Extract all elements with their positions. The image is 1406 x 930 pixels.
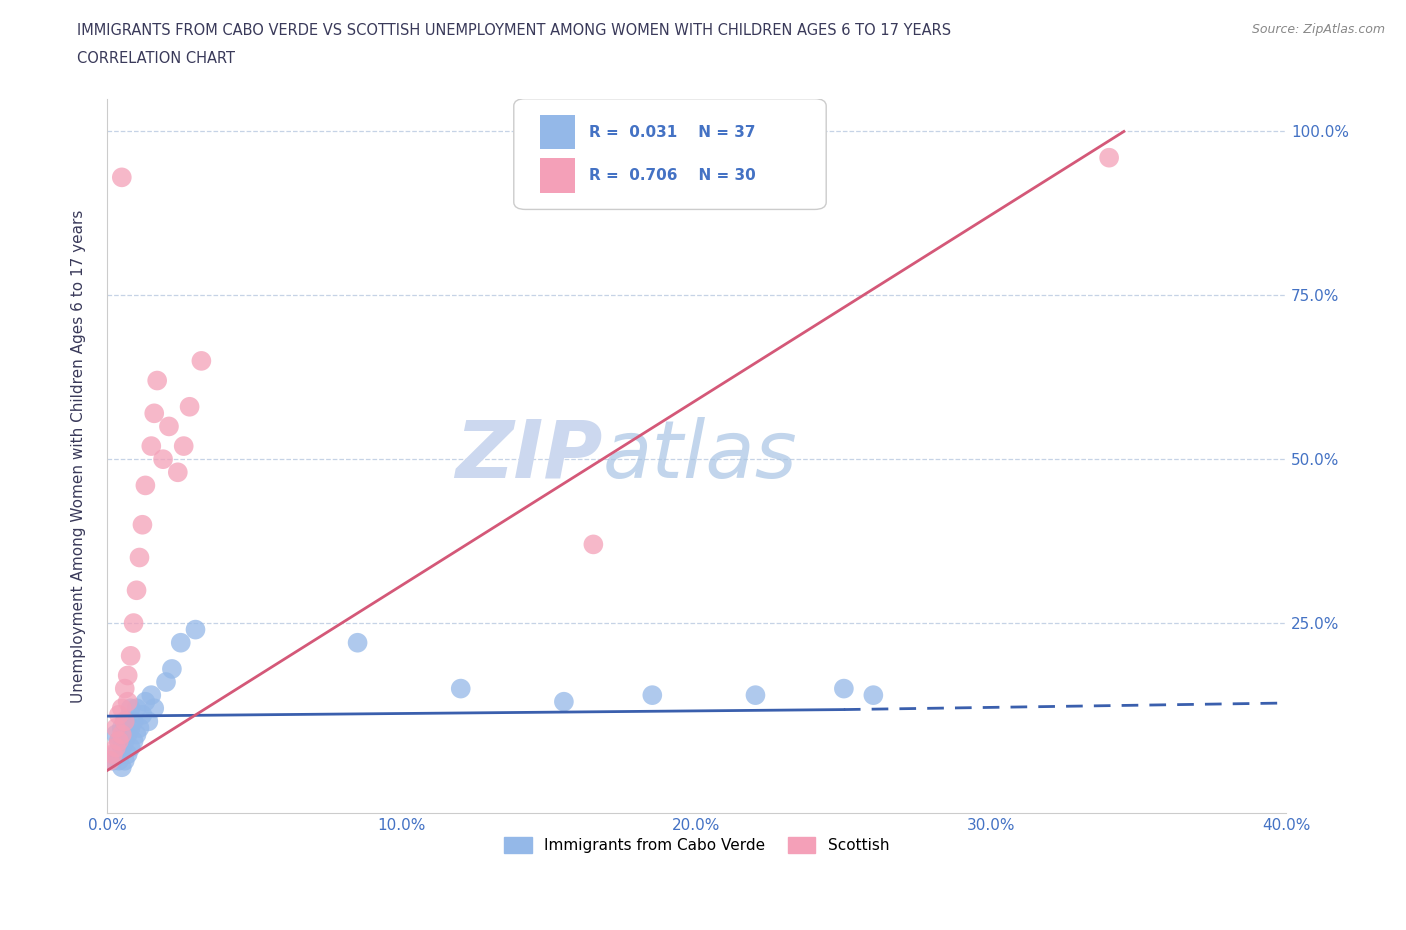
Point (111, 760, 134, 775)
Text: R =  0.031    N = 37: R = 0.031 N = 37 (589, 125, 756, 140)
Point (155, 674, 177, 689)
Point (641, 687, 664, 702)
Point (128, 721, 150, 736)
Point (111, 721, 134, 736)
Point (744, 687, 766, 702)
Point (346, 635, 368, 650)
Point (120, 740, 142, 755)
Text: Source: ZipAtlas.com: Source: ZipAtlas.com (1251, 23, 1385, 36)
Point (122, 734, 145, 749)
Point (117, 668, 139, 683)
Point (832, 681, 855, 696)
Point (120, 648, 142, 663)
Point (114, 734, 136, 749)
Point (117, 727, 139, 742)
Point (143, 405, 166, 420)
Point (125, 701, 148, 716)
Point (138, 714, 160, 729)
Point (111, 170, 134, 185)
FancyBboxPatch shape (540, 158, 575, 193)
Text: IMMIGRANTS FROM CABO VERDE VS SCOTTISH UNEMPLOYMENT AMONG WOMEN WITH CHILDREN AG: IMMIGRANTS FROM CABO VERDE VS SCOTTISH U… (77, 23, 952, 38)
Point (104, 747, 127, 762)
Point (179, 399, 201, 414)
Point (166, 465, 188, 480)
Point (134, 695, 156, 710)
Point (108, 734, 131, 749)
Point (170, 635, 193, 650)
Text: CORRELATION CHART: CORRELATION CHART (77, 51, 235, 66)
FancyBboxPatch shape (513, 99, 827, 209)
Point (1098, 151, 1121, 166)
Point (553, 695, 575, 710)
Point (114, 714, 136, 729)
Point (101, 753, 124, 768)
Point (141, 439, 163, 454)
Point (131, 517, 153, 532)
Point (104, 727, 127, 742)
Point (157, 419, 180, 434)
Point (101, 747, 124, 762)
Point (141, 687, 163, 702)
Legend: Immigrants from Cabo Verde, Scottish: Immigrants from Cabo Verde, Scottish (498, 830, 896, 859)
Point (125, 583, 148, 598)
Point (114, 753, 136, 768)
Point (98, 753, 121, 768)
Point (128, 550, 150, 565)
Point (120, 721, 142, 736)
Point (173, 439, 195, 454)
Point (122, 714, 145, 729)
Point (450, 681, 472, 696)
Point (114, 681, 136, 696)
Point (120, 701, 142, 716)
Point (582, 537, 605, 551)
Point (134, 478, 156, 493)
Point (152, 452, 174, 467)
FancyBboxPatch shape (540, 115, 575, 149)
Point (108, 753, 131, 768)
Point (131, 708, 153, 723)
Point (111, 740, 134, 755)
Text: atlas: atlas (602, 417, 797, 495)
Point (117, 747, 139, 762)
Point (114, 714, 136, 729)
Point (184, 622, 207, 637)
Point (108, 708, 131, 723)
Point (122, 616, 145, 631)
Point (160, 661, 183, 676)
Point (104, 721, 127, 736)
Text: ZIP: ZIP (454, 417, 602, 495)
Point (111, 727, 134, 742)
Y-axis label: Unemployment Among Women with Children Ages 6 to 17 years: Unemployment Among Women with Children A… (72, 209, 86, 702)
Point (146, 373, 169, 388)
Point (117, 695, 139, 710)
Point (111, 701, 134, 716)
Point (104, 740, 127, 755)
Point (190, 353, 212, 368)
Point (862, 687, 884, 702)
Point (125, 727, 148, 742)
Point (143, 701, 166, 716)
Point (108, 734, 131, 749)
Text: R =  0.706    N = 30: R = 0.706 N = 30 (589, 168, 756, 183)
